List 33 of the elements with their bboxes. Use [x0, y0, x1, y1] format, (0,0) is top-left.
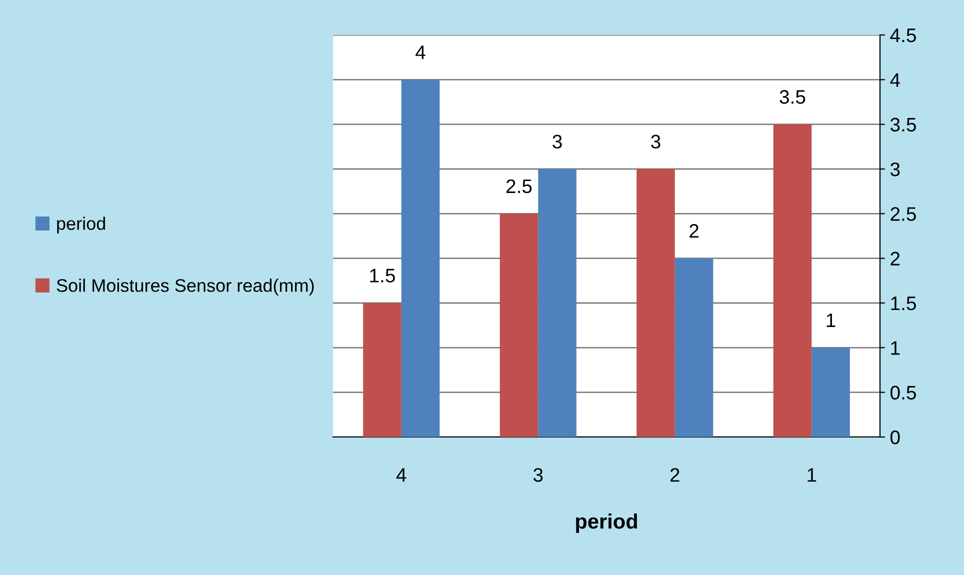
legend-label: Soil Moistures Sensor read(mm) [56, 278, 314, 296]
data-label: 3 [552, 134, 562, 148]
bar [538, 169, 576, 437]
bar [500, 214, 538, 437]
data-label: 2 [690, 224, 698, 238]
x-tick-label: 4 [396, 468, 406, 482]
x-axis-title: period [576, 513, 637, 533]
data-label: 1.5 [370, 268, 395, 282]
data-label: 1 [826, 314, 836, 327]
y-tick-label: 2.5 [890, 207, 916, 221]
data-label: 3.5 [780, 90, 806, 104]
y-tick-label: 1.5 [891, 296, 916, 310]
data-label: 3 [651, 134, 660, 148]
y-tick-label: 3 [890, 162, 900, 176]
y-tick-label: 3.5 [890, 118, 916, 132]
data-label: 2.5 [506, 179, 532, 194]
bar [401, 80, 440, 437]
x-tick-label: 1 [808, 468, 816, 482]
y-tick-label: 4.5 [890, 28, 916, 42]
bar [812, 348, 850, 437]
bar [773, 124, 812, 437]
y-tick-label: 1 [891, 341, 900, 355]
data-label: 4 [416, 46, 426, 59]
legend-label: period [57, 216, 106, 234]
y-tick-label: 2 [890, 252, 900, 266]
bar [363, 303, 402, 437]
bar [636, 169, 675, 437]
x-tick-label: 2 [670, 468, 680, 482]
y-tick-label: 0 [890, 430, 900, 444]
y-tick-label: 0.5 [890, 386, 916, 400]
bar [674, 258, 714, 437]
x-tick-label: 3 [533, 468, 543, 482]
y-tick-label: 4 [890, 73, 900, 87]
